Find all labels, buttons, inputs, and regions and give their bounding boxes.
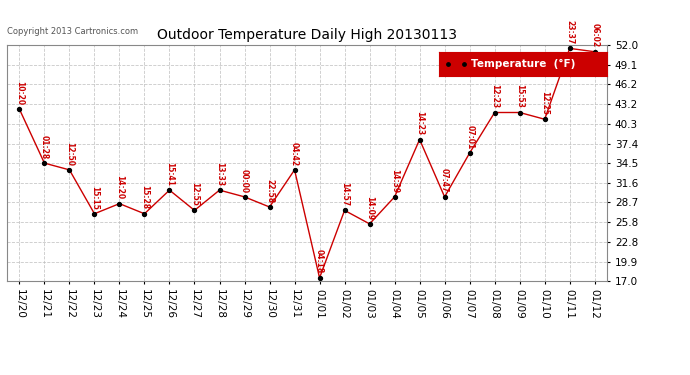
Text: 23:37: 23:37 [565,20,574,44]
Text: 15:28: 15:28 [140,186,149,210]
Text: 00:00: 00:00 [240,169,249,193]
Point [514,110,525,116]
Point [589,49,600,55]
Text: 07:01: 07:01 [465,124,474,149]
Text: 10:20: 10:20 [15,81,24,105]
Point [364,221,375,227]
Point [64,167,75,173]
Text: 14:39: 14:39 [390,169,399,193]
Point [339,207,350,213]
Text: 04:42: 04:42 [290,142,299,166]
Text: 12:23: 12:23 [490,84,499,108]
Point [39,160,50,166]
Point [439,194,450,200]
Point [314,275,325,281]
Text: Copyright 2013 Cartronics.com: Copyright 2013 Cartronics.com [7,27,138,36]
Text: 07:47: 07:47 [440,168,449,193]
Point [264,204,275,210]
Point [164,187,175,193]
Point [414,136,425,142]
Point [464,150,475,156]
Point [389,194,400,200]
Point [564,45,575,51]
Point [539,116,550,122]
Point [89,211,100,217]
Text: 22:58: 22:58 [265,179,274,203]
Text: 12:50: 12:50 [65,142,74,166]
Text: 14:23: 14:23 [415,111,424,135]
Text: 14:09: 14:09 [365,196,374,220]
Text: 14:20: 14:20 [115,176,124,200]
Point [139,211,150,217]
Point [14,106,25,112]
Text: 13:33: 13:33 [215,162,224,186]
Point [239,194,250,200]
Text: 14:57: 14:57 [340,182,349,206]
Text: 12:25: 12:25 [540,91,549,115]
Text: 04:18: 04:18 [315,249,324,274]
Text: 01:28: 01:28 [40,135,49,159]
Text: 12:55: 12:55 [190,182,199,206]
Text: 15:41: 15:41 [165,162,174,186]
Title: Outdoor Temperature Daily High 20130113: Outdoor Temperature Daily High 20130113 [157,28,457,42]
Text: 15:15: 15:15 [90,186,99,210]
Point [189,207,200,213]
Point [114,201,125,207]
Text: 15:53: 15:53 [515,84,524,108]
Point [214,187,225,193]
Text: 06:02: 06:02 [590,24,599,48]
Point [289,167,300,173]
Point [489,110,500,116]
